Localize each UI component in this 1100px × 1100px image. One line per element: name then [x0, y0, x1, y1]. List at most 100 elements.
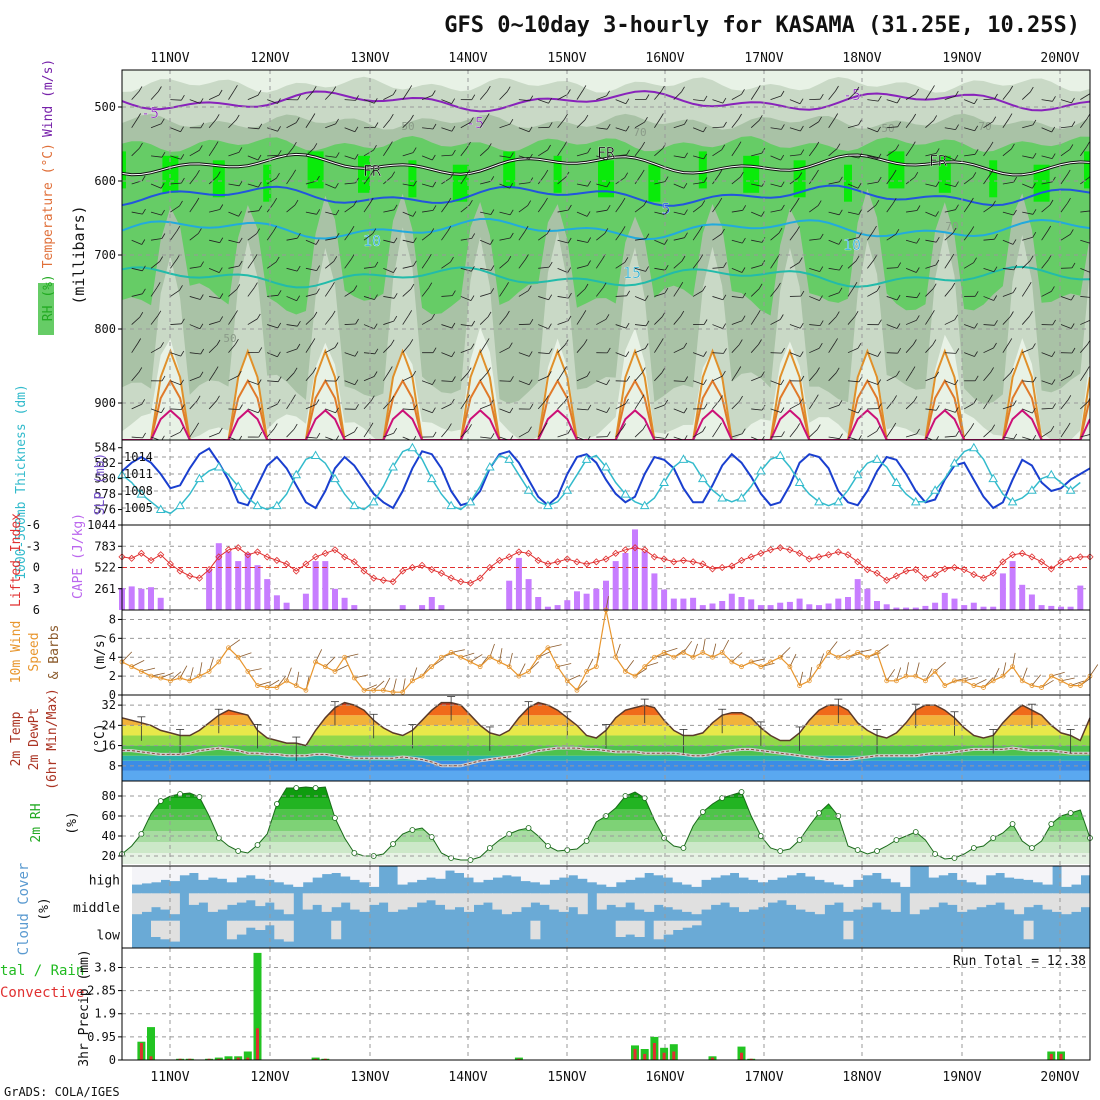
wind-barb-flag [1013, 209, 1017, 216]
cloud-cell [966, 893, 977, 910]
wind-barb-flag [544, 197, 548, 204]
wind-barb-flag [564, 113, 568, 120]
lifted-index-marker [660, 555, 668, 563]
rh-marker [409, 827, 416, 833]
cloud-cell [160, 893, 171, 910]
rh-marker [157, 798, 164, 804]
wind-barb-flag [273, 225, 277, 232]
cape-bar [903, 607, 910, 610]
cape-bar [748, 599, 755, 610]
wind-barb-flag [992, 200, 996, 207]
cape-bar [332, 588, 338, 610]
lifted-index-marker [253, 548, 262, 556]
cloud-cell [274, 920, 285, 940]
y-tick-label: 522 [94, 561, 116, 575]
cloud-cell [843, 920, 854, 940]
cloud-cell [890, 893, 901, 912]
thickness-marker [601, 462, 611, 471]
wind-barb [441, 380, 453, 382]
wind-barb [1021, 286, 1029, 297]
wind-barb-flag [1067, 395, 1072, 401]
rh-saturated-patch [1084, 151, 1090, 189]
cloud-cell [321, 893, 332, 912]
wind-barb-flag [373, 144, 377, 151]
cloud-cell [520, 893, 531, 908]
wind-barb [189, 266, 201, 269]
wind-barb [673, 315, 682, 325]
cloud-cell [720, 893, 731, 903]
lifted-index-marker [592, 558, 600, 566]
wind-barb [615, 428, 623, 438]
wind-barb [305, 148, 315, 157]
cloud-cell [796, 866, 806, 873]
wind-barb-flag [606, 347, 611, 354]
wind-barb-flag [161, 233, 166, 239]
wind-barb [692, 352, 704, 357]
wind-barb [847, 124, 859, 129]
wind-barb-flag [858, 119, 862, 125]
wind-barb [344, 352, 356, 357]
wind-barb-flag [160, 342, 164, 348]
wind-barb [595, 258, 603, 269]
wind-barb-flag [587, 404, 592, 411]
cloud-cell [767, 893, 778, 903]
wind-barb-flag [877, 176, 882, 183]
cloud-cell [881, 866, 892, 879]
cape-bar [235, 561, 242, 610]
cloud-cell [1033, 866, 1044, 883]
wind-barb-flag [354, 379, 359, 385]
wind-barb [1022, 124, 1034, 129]
wind-barb [654, 211, 666, 216]
wind-barb-flag [428, 282, 433, 288]
wind-barb-flag [567, 315, 572, 322]
wind-barb-flag [1086, 113, 1090, 120]
wind-barb [712, 296, 724, 301]
wind-barb [692, 230, 700, 241]
lifted-index-marker [1057, 558, 1065, 566]
wind-barb [344, 230, 352, 241]
wind-barb-flag [1071, 121, 1076, 127]
wind-barb-flag [548, 323, 552, 329]
lifted-index-marker [699, 560, 707, 568]
slp-tick-label: 1005 [124, 501, 153, 515]
wind-speed-marker [129, 664, 135, 670]
wind-barb [867, 380, 878, 385]
wind-barb-flag [722, 370, 726, 377]
wind-barb [712, 233, 722, 241]
wind-barb-flag [546, 228, 551, 235]
wind-barb [1079, 146, 1087, 157]
lifted-index-marker [399, 567, 407, 575]
wind-barb [983, 399, 990, 410]
wind-barb-flag [277, 322, 282, 329]
panel-side-label: (%) [37, 897, 52, 920]
cape-bar [564, 600, 571, 610]
wind-barb-flag [195, 197, 200, 204]
wind-barb [963, 202, 971, 213]
wind-barb [441, 324, 453, 329]
wind-barb [789, 352, 801, 357]
wind-barb-flag [413, 435, 417, 440]
wind-barb-flag [294, 199, 299, 206]
lifted-index-marker [263, 553, 271, 561]
wind-barb-flag [664, 209, 669, 215]
wind-barb [518, 182, 530, 185]
wind-barb [344, 323, 356, 325]
wind-barb-flag [350, 254, 355, 260]
wind-barb [305, 404, 317, 410]
wind-barb [518, 155, 530, 160]
y-tick-label: 576 [94, 503, 116, 517]
wind-barb-flag [469, 199, 473, 206]
wind-barb-flag [509, 232, 514, 239]
cloud-cell [672, 893, 683, 910]
cloud-cell [188, 893, 199, 905]
wind-barb-flag [621, 226, 626, 232]
cloud-cell [814, 893, 825, 915]
precip-convective-bar [740, 1052, 743, 1060]
wind-barb [383, 432, 394, 438]
wind-barb [305, 239, 317, 245]
wind-barb [925, 90, 932, 100]
wind-barb-flag [606, 123, 611, 130]
wind-barb [441, 428, 449, 438]
rh-marker [912, 829, 919, 835]
wind-barb [673, 155, 685, 159]
